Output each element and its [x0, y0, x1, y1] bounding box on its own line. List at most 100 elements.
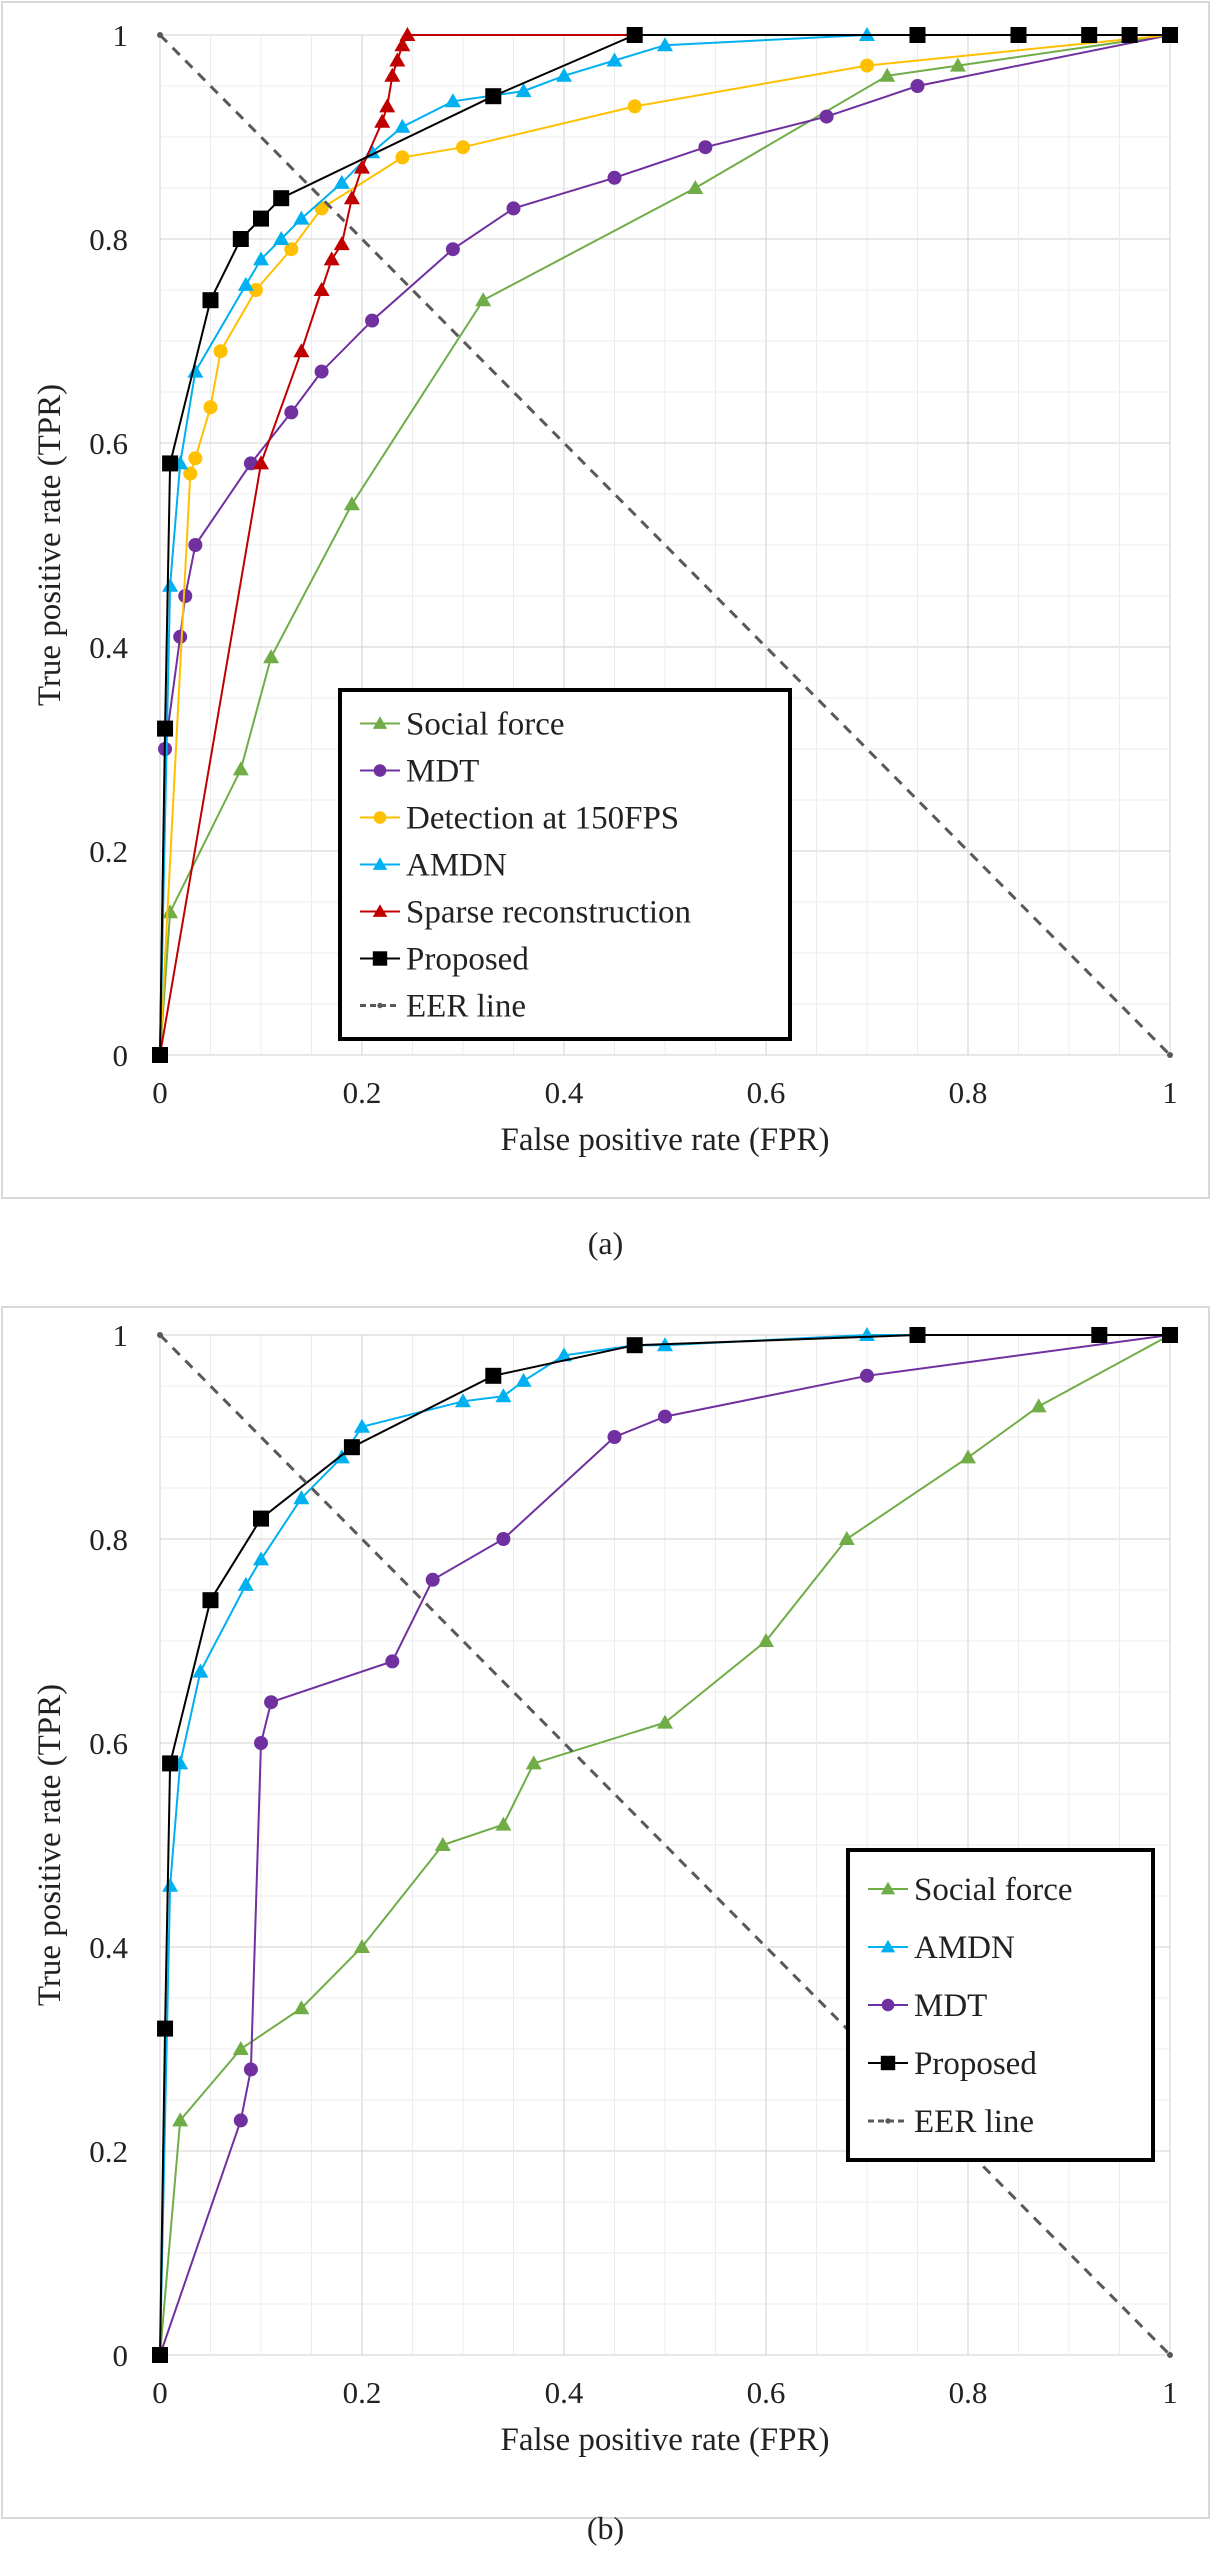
sparse-reconstruction-point — [374, 113, 391, 128]
mdt-point — [658, 1409, 672, 1424]
sparse-reconstruction-point — [394, 37, 411, 52]
social-force-point — [657, 1714, 673, 1729]
eer-line-line — [158, 33, 1172, 1057]
legend-label-sparse-reconstruction: Sparse reconstruction — [406, 895, 691, 931]
roc-chart-b: 0 0.2 0.4 0.6 0.8 1 0 0.2 0.4 0.6 0.8 1 False positi… — [1, 1306, 1210, 2519]
sparse-reconstruction-point — [399, 27, 416, 41]
amdn-point — [192, 1663, 209, 1678]
eer-line-line — [158, 1333, 1172, 2357]
proposed-point — [1162, 1327, 1178, 1343]
amdn-point — [293, 210, 310, 225]
mdt-point — [243, 456, 258, 471]
proposed-point — [626, 27, 643, 43]
legend-marker-social-force — [880, 1881, 896, 1895]
chart-a-series-proposed — [152, 27, 1178, 1063]
mdt-point — [284, 405, 299, 420]
chart-b-y-tick-label: 0 — [113, 2338, 129, 2373]
mdt-point — [445, 242, 460, 257]
chart-b-series-proposed — [152, 1327, 1178, 2363]
detection-at-150fps-point — [456, 140, 470, 155]
sparse-reconstruction-point — [343, 190, 360, 205]
proposed-point — [626, 1337, 643, 1354]
mdt-point — [910, 79, 925, 93]
chart-a-x-tick-label: 1 — [1162, 1075, 1178, 1110]
legend-marker-sparse-reconstruction — [372, 904, 388, 917]
sparse-reconstruction-point — [333, 236, 350, 251]
proposed-point — [162, 455, 179, 472]
proposed-point — [1091, 1327, 1108, 1343]
mdt-point — [506, 201, 521, 216]
amdn-point — [237, 276, 254, 291]
amdn-point — [515, 1372, 532, 1387]
social-force-point — [758, 1633, 774, 1647]
proposed-point — [1081, 27, 1098, 43]
legend-label-eer-line: EER line — [914, 2104, 1034, 2140]
sparse-reconstruction-point — [323, 251, 340, 266]
caption-b: (b) — [586, 2510, 625, 2546]
proposed-point — [152, 1047, 168, 1063]
proposed-point — [202, 292, 219, 309]
social-force-point — [495, 1816, 512, 1831]
roc-chart-a: 0 0.2 0.4 0.6 0.8 1 0 0.2 0.4 0.6 0.8 1 False positi… — [1, 1, 1210, 1199]
legend-marker-amdn — [880, 1939, 896, 1953]
proposed-point — [273, 190, 290, 207]
mdt-point — [607, 1430, 622, 1444]
detection-at-150fps-point — [860, 58, 874, 73]
legend-marker-amdn — [372, 857, 388, 870]
chart-a-series-sparse-reconstruction — [152, 27, 1178, 1061]
eer-line-point — [1167, 1052, 1173, 1058]
chart-b-x-tick-label: 1 — [1162, 2375, 1178, 2410]
mdt-point — [496, 1532, 511, 1546]
proposed-point — [1010, 27, 1027, 43]
chart-b-y-tick-label: 0.6 — [89, 1726, 128, 1761]
social-force-point — [960, 1449, 976, 1464]
amdn-line — [159, 34, 1170, 1056]
chart-b-frame — [1, 1306, 1210, 2519]
proposed-point — [343, 1439, 360, 1456]
chart-a-x-tick-label: 0.6 — [747, 1075, 786, 1110]
amdn-point — [333, 174, 350, 189]
chart-a-grid — [159, 34, 1171, 1056]
mdt-point — [243, 2062, 258, 2077]
social-force-point — [162, 904, 179, 919]
mdt-point — [425, 1572, 440, 1587]
proposed-point — [1162, 27, 1178, 43]
sparse-reconstruction-point — [313, 282, 330, 296]
mdt-point — [607, 170, 622, 185]
proposed-point — [485, 1367, 502, 1384]
chart-b-x-tick-label: 0.2 — [343, 2375, 382, 2410]
mdt-point — [254, 1736, 268, 1750]
social-force-point — [949, 57, 966, 72]
amdn-point — [394, 118, 411, 133]
mdt-point — [385, 1654, 400, 1669]
amdn-point — [293, 1490, 310, 1505]
amdn-point — [495, 1388, 512, 1403]
proposed-point — [909, 1327, 926, 1343]
social-force-point — [838, 1531, 855, 1545]
sparse-reconstruction-point — [293, 343, 310, 358]
social-force-point — [232, 761, 249, 776]
eer-line-point — [157, 1332, 163, 1338]
legend-marker-social-force — [372, 716, 388, 729]
mdt-point — [178, 589, 193, 603]
mdt-point — [264, 1695, 279, 1710]
amdn-point — [187, 363, 204, 378]
chart-a-y-axis-label: True positive rate (TPR) — [32, 384, 68, 706]
eer-line-point — [157, 32, 163, 38]
chart-a-y-tick-label: 0.8 — [89, 222, 128, 257]
sparse-reconstruction-point — [384, 67, 401, 82]
amdn-point — [455, 1393, 471, 1408]
legend-label-social-force: Social force — [914, 1872, 1073, 1908]
chart-a-y-tick-label: 0.2 — [89, 834, 128, 869]
legend-label-proposed: Proposed — [914, 2046, 1037, 2082]
chart-b-x-tick-label: 0.4 — [545, 2375, 584, 2410]
chart-a-x-tick-label: 0.2 — [343, 1075, 382, 1110]
proposed-point — [162, 1755, 179, 1772]
chart-a-legend: Social force MDT Detection at 150FPS AMDN Sp… — [338, 688, 792, 1041]
chart-b-grid — [159, 1334, 1171, 2356]
chart-b-y-axis-label: True positive rate (TPR) — [32, 1684, 68, 2006]
detection-at-150fps-point — [203, 400, 218, 415]
chart-b-y-tick-label: 0.4 — [89, 1930, 128, 1965]
chart-b-x-tick-label: 0 — [152, 2375, 168, 2410]
chart-b-y-tick-label: 0.8 — [89, 1522, 128, 1557]
